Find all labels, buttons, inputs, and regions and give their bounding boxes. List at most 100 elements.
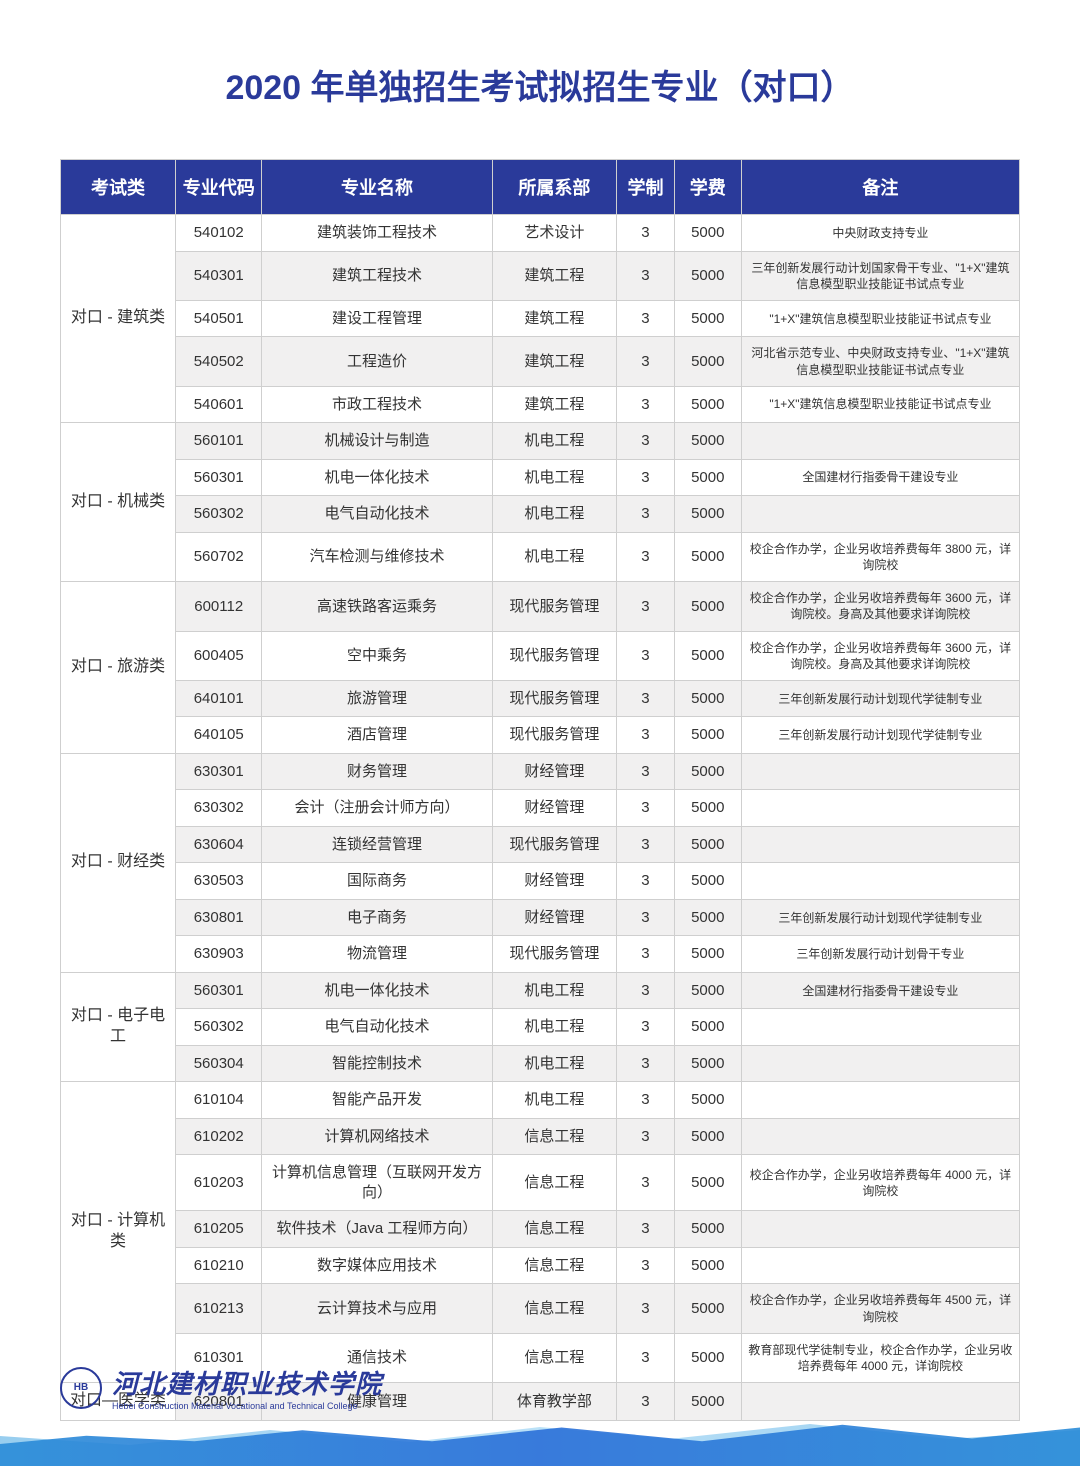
- cell-name: 旅游管理: [262, 680, 492, 717]
- cell-dur: 3: [617, 753, 675, 790]
- cell-name: 高速铁路客运乘务: [262, 582, 492, 631]
- cell-fee: 5000: [674, 1045, 741, 1082]
- table-row: 560304智能控制技术机电工程35000: [61, 1045, 1020, 1082]
- cell-remark: 校企合作办学，企业另收培养费每年 3600 元，详询院校。身高及其他要求详询院校: [741, 582, 1019, 631]
- cell-dept: 信息工程: [492, 1247, 617, 1284]
- category-cell: 对口 - 机械类: [61, 423, 176, 582]
- cell-fee: 5000: [674, 215, 741, 252]
- table-row: 对口 - 机械类560101机械设计与制造机电工程35000: [61, 423, 1020, 460]
- cell-remark: "1+X"建筑信息模型职业技能证书试点专业: [741, 300, 1019, 337]
- cell-fee: 5000: [674, 936, 741, 973]
- cell-dur: 3: [617, 496, 675, 533]
- cell-name: 电气自动化技术: [262, 1009, 492, 1046]
- table-row: 610210数字媒体应用技术信息工程35000: [61, 1247, 1020, 1284]
- cell-dept: 财经管理: [492, 863, 617, 900]
- table-body: 对口 - 建筑类540102建筑装饰工程技术艺术设计35000中央财政支持专业5…: [61, 215, 1020, 1421]
- cell-remark: [741, 1211, 1019, 1248]
- table-row: 540502工程造价建筑工程35000河北省示范专业、中央财政支持专业、"1+X…: [61, 337, 1020, 386]
- cell-dur: 3: [617, 1247, 675, 1284]
- cell-fee: 5000: [674, 1247, 741, 1284]
- cell-remark: 全国建材行指委骨干建设专业: [741, 972, 1019, 1009]
- table-row: 对口 - 旅游类600112高速铁路客运乘务现代服务管理35000校企合作办学，…: [61, 582, 1020, 631]
- cell-dur: 3: [617, 899, 675, 936]
- cell-dept: 财经管理: [492, 899, 617, 936]
- table-row: 640101旅游管理现代服务管理35000三年创新发展行动计划现代学徒制专业: [61, 680, 1020, 717]
- table-header-cell: 所属系部: [492, 160, 617, 215]
- cell-name: 机电一体化技术: [262, 972, 492, 1009]
- category-cell: 对口 - 电子电工: [61, 972, 176, 1082]
- cell-dept: 机电工程: [492, 532, 617, 581]
- cell-remark: [741, 496, 1019, 533]
- cell-remark: [741, 1118, 1019, 1155]
- cell-dept: 现代服务管理: [492, 936, 617, 973]
- cell-name: 会计（注册会计师方向）: [262, 790, 492, 827]
- table-row: 630801电子商务财经管理35000三年创新发展行动计划现代学徒制专业: [61, 899, 1020, 936]
- cell-code: 610213: [176, 1284, 262, 1333]
- page-container: 2020 年单独招生考试拟招生专业（对口） 考试类专业代码专业名称所属系部学制学…: [0, 0, 1080, 1421]
- cell-fee: 5000: [674, 459, 741, 496]
- cell-fee: 5000: [674, 1155, 741, 1211]
- cell-name: 汽车检测与维修技术: [262, 532, 492, 581]
- cell-fee: 5000: [674, 496, 741, 533]
- cell-fee: 5000: [674, 1211, 741, 1248]
- cell-name: 电气自动化技术: [262, 496, 492, 533]
- cell-remark: 中央财政支持专业: [741, 215, 1019, 252]
- cell-code: 560304: [176, 1045, 262, 1082]
- cell-remark: [741, 1009, 1019, 1046]
- cell-fee: 5000: [674, 300, 741, 337]
- footer: HB 河北建材职业技术学院 Hebei Construction Materia…: [0, 1366, 1080, 1466]
- cell-dur: 3: [617, 1118, 675, 1155]
- cell-code: 630301: [176, 753, 262, 790]
- cell-remark: 三年创新发展行动计划现代学徒制专业: [741, 899, 1019, 936]
- cell-code: 640101: [176, 680, 262, 717]
- cell-name: 建设工程管理: [262, 300, 492, 337]
- table-row: 540301建筑工程技术建筑工程35000三年创新发展行动计划国家骨干专业、"1…: [61, 251, 1020, 300]
- cell-name: 市政工程技术: [262, 386, 492, 423]
- cell-remark: 校企合作办学，企业另收培养费每年 3600 元，详询院校。身高及其他要求详询院校: [741, 631, 1019, 680]
- table-row: 对口 - 电子电工560301机电一体化技术机电工程35000全国建材行指委骨干…: [61, 972, 1020, 1009]
- cell-name: 建筑装饰工程技术: [262, 215, 492, 252]
- school-name-en: Hebei Construction Material Vocational a…: [112, 1401, 382, 1411]
- cell-fee: 5000: [674, 1118, 741, 1155]
- table-row: 630604连锁经营管理现代服务管理35000: [61, 826, 1020, 863]
- cell-dur: 3: [617, 790, 675, 827]
- table-row: 630302会计（注册会计师方向）财经管理35000: [61, 790, 1020, 827]
- cell-dept: 信息工程: [492, 1155, 617, 1211]
- cell-dur: 3: [617, 300, 675, 337]
- cell-code: 630503: [176, 863, 262, 900]
- cell-dept: 建筑工程: [492, 300, 617, 337]
- cell-dur: 3: [617, 215, 675, 252]
- cell-fee: 5000: [674, 386, 741, 423]
- cell-code: 600405: [176, 631, 262, 680]
- cell-remark: [741, 1082, 1019, 1119]
- cell-name: 财务管理: [262, 753, 492, 790]
- table-row: 610213云计算技术与应用信息工程35000校企合作办学，企业另收培养费每年 …: [61, 1284, 1020, 1333]
- cell-dept: 建筑工程: [492, 337, 617, 386]
- cell-dur: 3: [617, 936, 675, 973]
- cell-name: 国际商务: [262, 863, 492, 900]
- cell-dur: 3: [617, 459, 675, 496]
- cell-code: 610202: [176, 1118, 262, 1155]
- school-name-cn: 河北建材职业技术学院: [112, 1364, 382, 1401]
- cell-fee: 5000: [674, 582, 741, 631]
- school-logo-icon: HB: [60, 1367, 102, 1409]
- table-row: 630903物流管理现代服务管理35000三年创新发展行动计划骨干专业: [61, 936, 1020, 973]
- cell-name: 计算机网络技术: [262, 1118, 492, 1155]
- page-title: 2020 年单独招生考试拟招生专业（对口）: [60, 60, 1020, 109]
- cell-remark: [741, 1045, 1019, 1082]
- cell-dur: 3: [617, 631, 675, 680]
- category-cell: 对口 - 建筑类: [61, 215, 176, 423]
- cell-fee: 5000: [674, 790, 741, 827]
- table-head: 考试类专业代码专业名称所属系部学制学费备注: [61, 160, 1020, 215]
- cell-code: 640105: [176, 717, 262, 754]
- cell-code: 600112: [176, 582, 262, 631]
- table-row: 540501建设工程管理建筑工程35000"1+X"建筑信息模型职业技能证书试点…: [61, 300, 1020, 337]
- cell-dur: 3: [617, 826, 675, 863]
- cell-fee: 5000: [674, 1082, 741, 1119]
- cell-name: 数字媒体应用技术: [262, 1247, 492, 1284]
- table-row: 600405空中乘务现代服务管理35000校企合作办学，企业另收培养费每年 36…: [61, 631, 1020, 680]
- cell-dept: 信息工程: [492, 1211, 617, 1248]
- cell-code: 540102: [176, 215, 262, 252]
- cell-dept: 机电工程: [492, 423, 617, 460]
- cell-remark: 校企合作办学，企业另收培养费每年 4000 元，详询院校: [741, 1155, 1019, 1211]
